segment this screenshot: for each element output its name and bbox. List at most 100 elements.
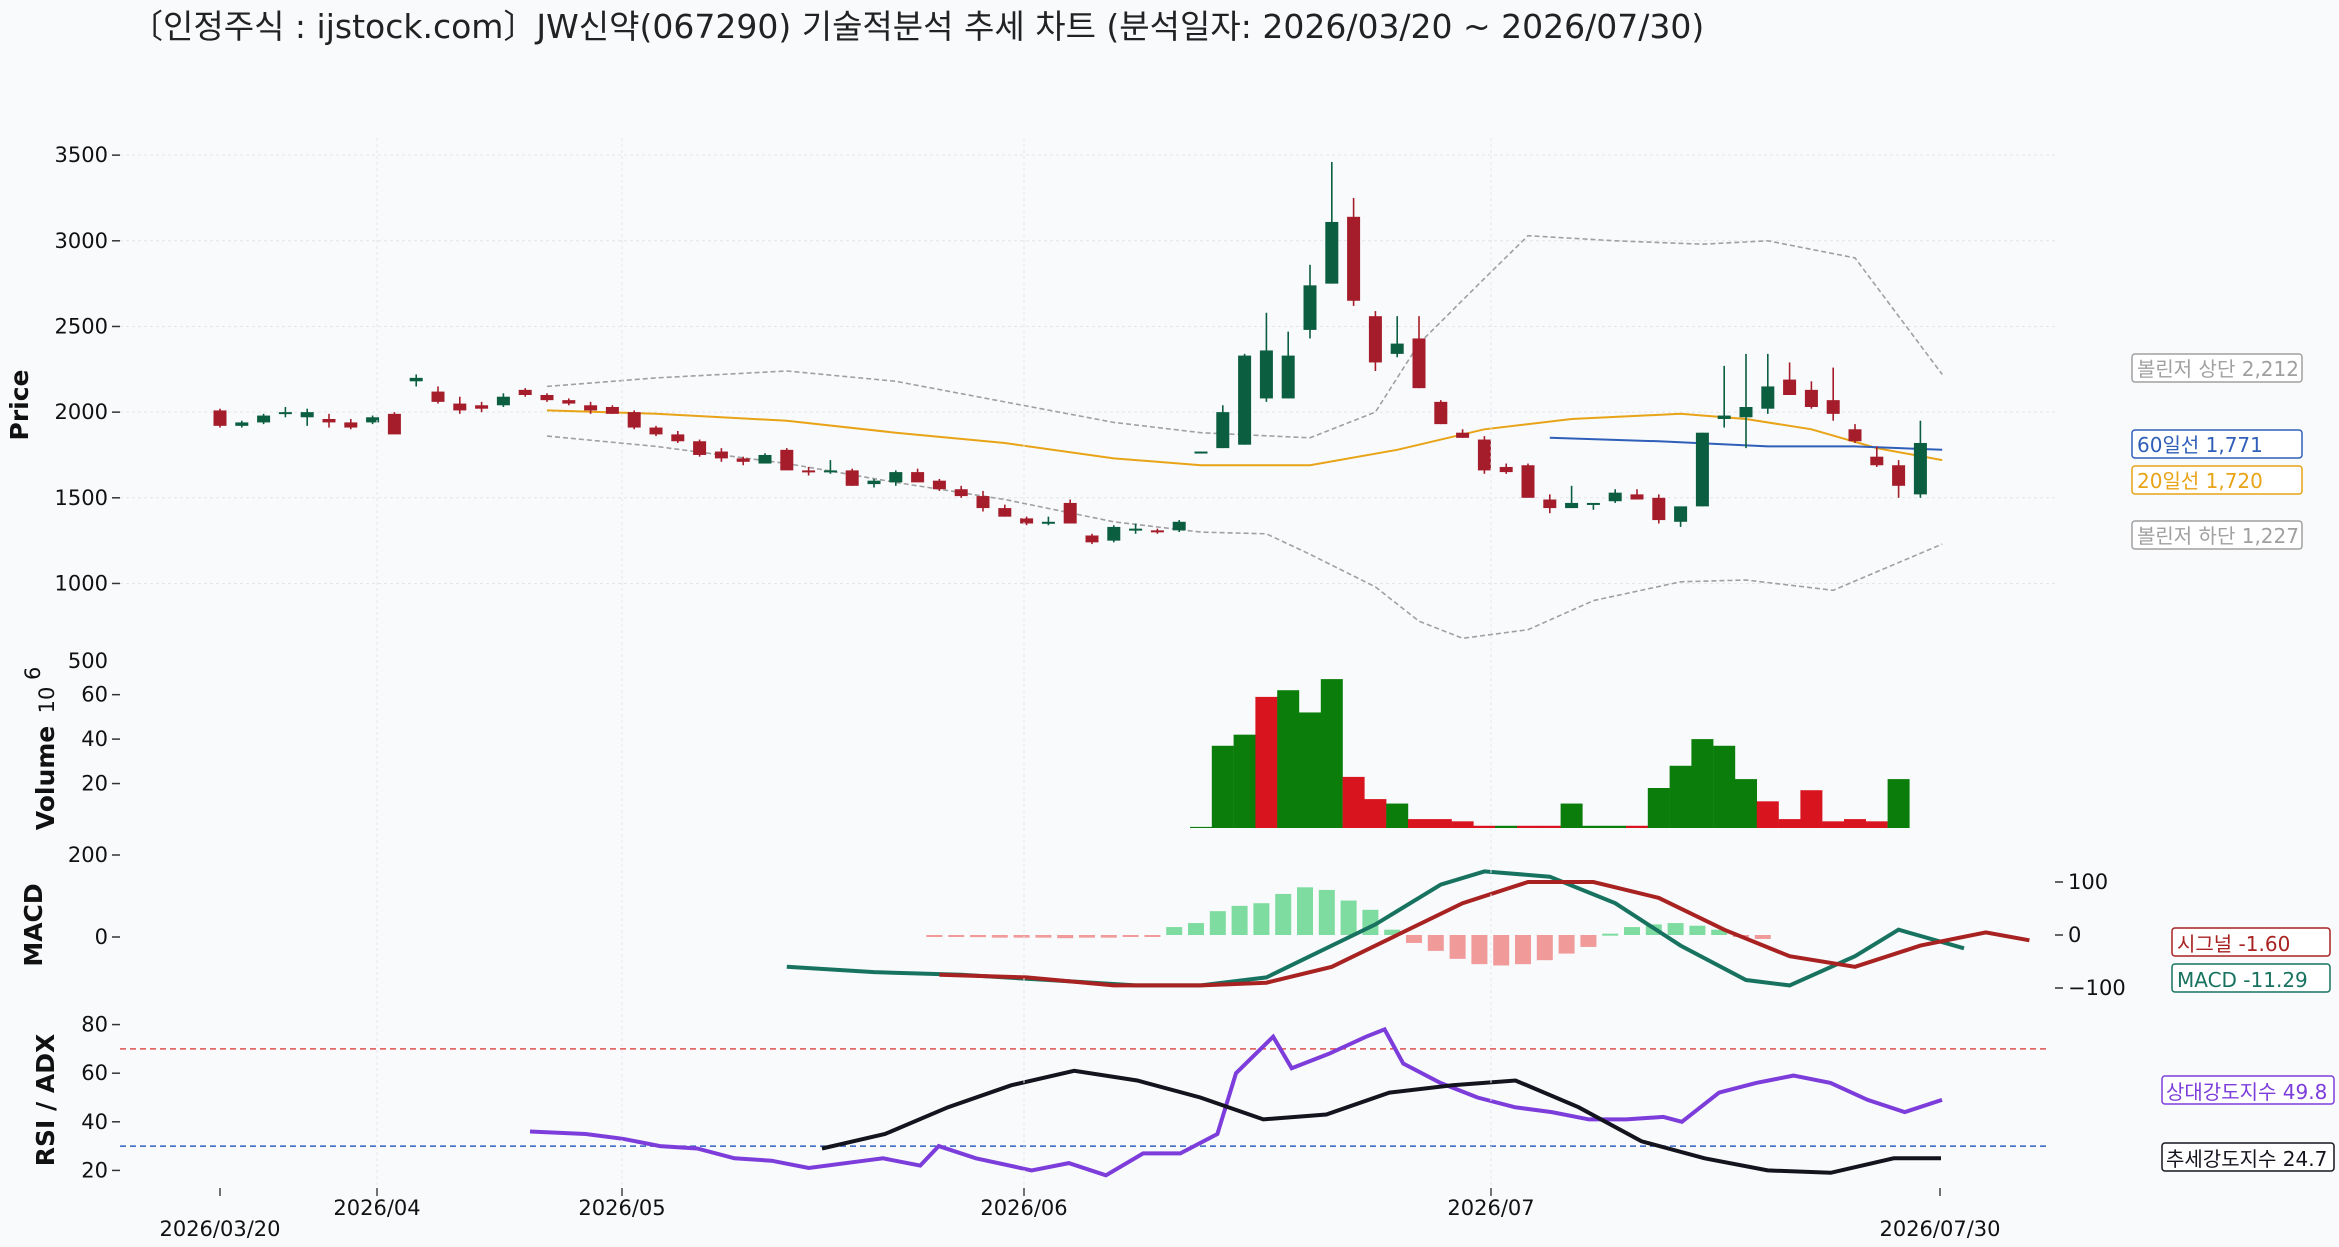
candle-28 <box>823 470 837 473</box>
volume-bar-46 <box>1211 745 1234 828</box>
candle-46 <box>1216 412 1230 449</box>
price-annotation-box-3 <box>2131 520 2303 550</box>
candle-60 <box>1521 465 1535 498</box>
volume-bar-58 <box>1473 825 1496 828</box>
candle-30 <box>867 480 881 485</box>
volume-ytick-label-2: 60 <box>81 683 108 707</box>
price-annotation-text-1: 60일선 1,771 <box>2137 433 2263 457</box>
volume-bar-59 <box>1495 825 1518 828</box>
candle-35 <box>976 496 990 509</box>
macd-hist-bar-8 <box>1100 935 1117 938</box>
volume-bar-69 <box>1713 745 1736 828</box>
price-ylabel: Price <box>5 370 34 441</box>
x-axis: 2026/03/20 2026/04 2026/05 2026/06 2026/07 20… <box>159 138 2001 1241</box>
volume-bar-47 <box>1233 734 1256 828</box>
macd-hist-bar-14 <box>1231 905 1248 935</box>
volume-bar-51 <box>1320 679 1343 828</box>
adx-line <box>821 1068 1941 1175</box>
candle-70 <box>1739 406 1753 418</box>
candle-0 <box>213 410 227 426</box>
candle-75 <box>1848 429 1862 442</box>
volume-bar-48 <box>1255 696 1278 828</box>
macd-hist-bar-0 <box>926 935 943 937</box>
volume-bar-64 <box>1604 825 1627 828</box>
candle-7 <box>366 417 380 423</box>
rsi-annotation-box-1 <box>2161 1142 2335 1172</box>
candle-20 <box>649 427 663 435</box>
candle-33 <box>932 480 946 490</box>
macd-hist-bar-28 <box>1536 935 1553 961</box>
candle-48 <box>1259 350 1273 399</box>
candle-18 <box>605 406 619 414</box>
macd-hist-bar-34 <box>1667 923 1684 935</box>
price-annotation-box-1 <box>2131 429 2303 459</box>
macd-hist-bar-11 <box>1166 927 1183 935</box>
bollinger-upper-line <box>546 234 1943 439</box>
macd-hist-bar-12 <box>1188 923 1204 935</box>
candle-51 <box>1325 221 1339 284</box>
ma60-line <box>1549 436 1943 451</box>
candle-43 <box>1150 530 1164 533</box>
volume-bar-75 <box>1844 819 1866 828</box>
price-ytick-label-4: 3000 <box>55 229 108 253</box>
volume-bar-65 <box>1626 825 1648 828</box>
price-annotation-2: 20일선 1,720 <box>2131 465 2303 495</box>
macd-hist-bar-31 <box>1602 933 1619 936</box>
volume-bar-52 <box>1342 776 1365 828</box>
macd-annotation-box-0 <box>2171 927 2331 957</box>
candle-12 <box>475 405 489 409</box>
candle-53 <box>1368 316 1382 363</box>
candle-42 <box>1129 528 1143 531</box>
volume-bar-74 <box>1822 821 1845 828</box>
macd-hist-bar-1 <box>948 935 965 937</box>
rsi-annotation-text-1: 추세강도지수 24.7 <box>2166 1147 2327 1171</box>
candle-9 <box>409 377 423 382</box>
x-tick-label-2: 2026/05 <box>578 1196 665 1220</box>
price-annotation-text-0: 볼린저 상단 2,212 <box>2137 357 2299 381</box>
candle-54 <box>1390 343 1404 354</box>
candle-16 <box>562 400 576 404</box>
volume-panel: 20 40 60 500 Volume 10 6 <box>21 649 1910 830</box>
candle-64 <box>1608 492 1622 502</box>
candle-45 <box>1194 451 1208 454</box>
macd-ylabel: MACD <box>19 883 48 966</box>
candle-36 <box>998 508 1012 517</box>
volume-bar-49 <box>1277 690 1300 828</box>
candle-68 <box>1695 432 1709 507</box>
macd-hist-bar-10 <box>1144 935 1161 937</box>
candle-74 <box>1826 400 1840 414</box>
candle-59 <box>1499 466 1513 473</box>
candle-62 <box>1565 502 1579 509</box>
volume-bar-62 <box>1560 803 1583 828</box>
macd-annotation-0: 시그널 -1.60 <box>2171 927 2331 957</box>
price-ytick-label-3: 2500 <box>55 314 108 338</box>
candle-55 <box>1412 338 1426 389</box>
macd-hist-bar-24 <box>1449 935 1466 959</box>
macd-hist-bar-18 <box>1318 889 1335 935</box>
macd-hist-bar-19 <box>1340 900 1357 935</box>
rsi-panel: 20 40 60 80 RSI / ADX 상대강도지수 49.8 추세강도지수 24.7 <box>31 1013 2335 1182</box>
candle-24 <box>736 458 750 462</box>
rsi-annotation-0: 상대강도지수 49.8 <box>2161 1075 2335 1105</box>
candle-58 <box>1477 439 1491 471</box>
candle-69 <box>1717 415 1731 419</box>
macd-annotation-text-1: MACD -11.29 <box>2177 968 2308 992</box>
candle-13 <box>496 396 510 406</box>
candle-21 <box>671 434 685 442</box>
volume-bar-61 <box>1538 825 1561 828</box>
candle-5 <box>322 418 336 423</box>
candle-11 <box>453 403 467 411</box>
candle-15 <box>540 395 554 401</box>
macd-ytick-left-label-1: 200 <box>68 843 108 867</box>
rsi-ytick-label-1: 40 <box>81 1110 108 1134</box>
candle-57 <box>1456 432 1470 438</box>
candle-47 <box>1238 355 1252 445</box>
candle-72 <box>1783 379 1797 395</box>
candle-73 <box>1804 389 1818 407</box>
volume-exponent: 6 <box>21 667 45 680</box>
x-tick-label-5: 2026/07/30 <box>1879 1217 2000 1241</box>
rsi-annotation-1: 추세강도지수 24.7 <box>2161 1142 2335 1172</box>
price-annotation-box-2 <box>2131 465 2303 495</box>
volume-bar-72 <box>1778 819 1801 828</box>
price-annotation-0: 볼린저 상단 2,212 <box>2131 353 2303 383</box>
